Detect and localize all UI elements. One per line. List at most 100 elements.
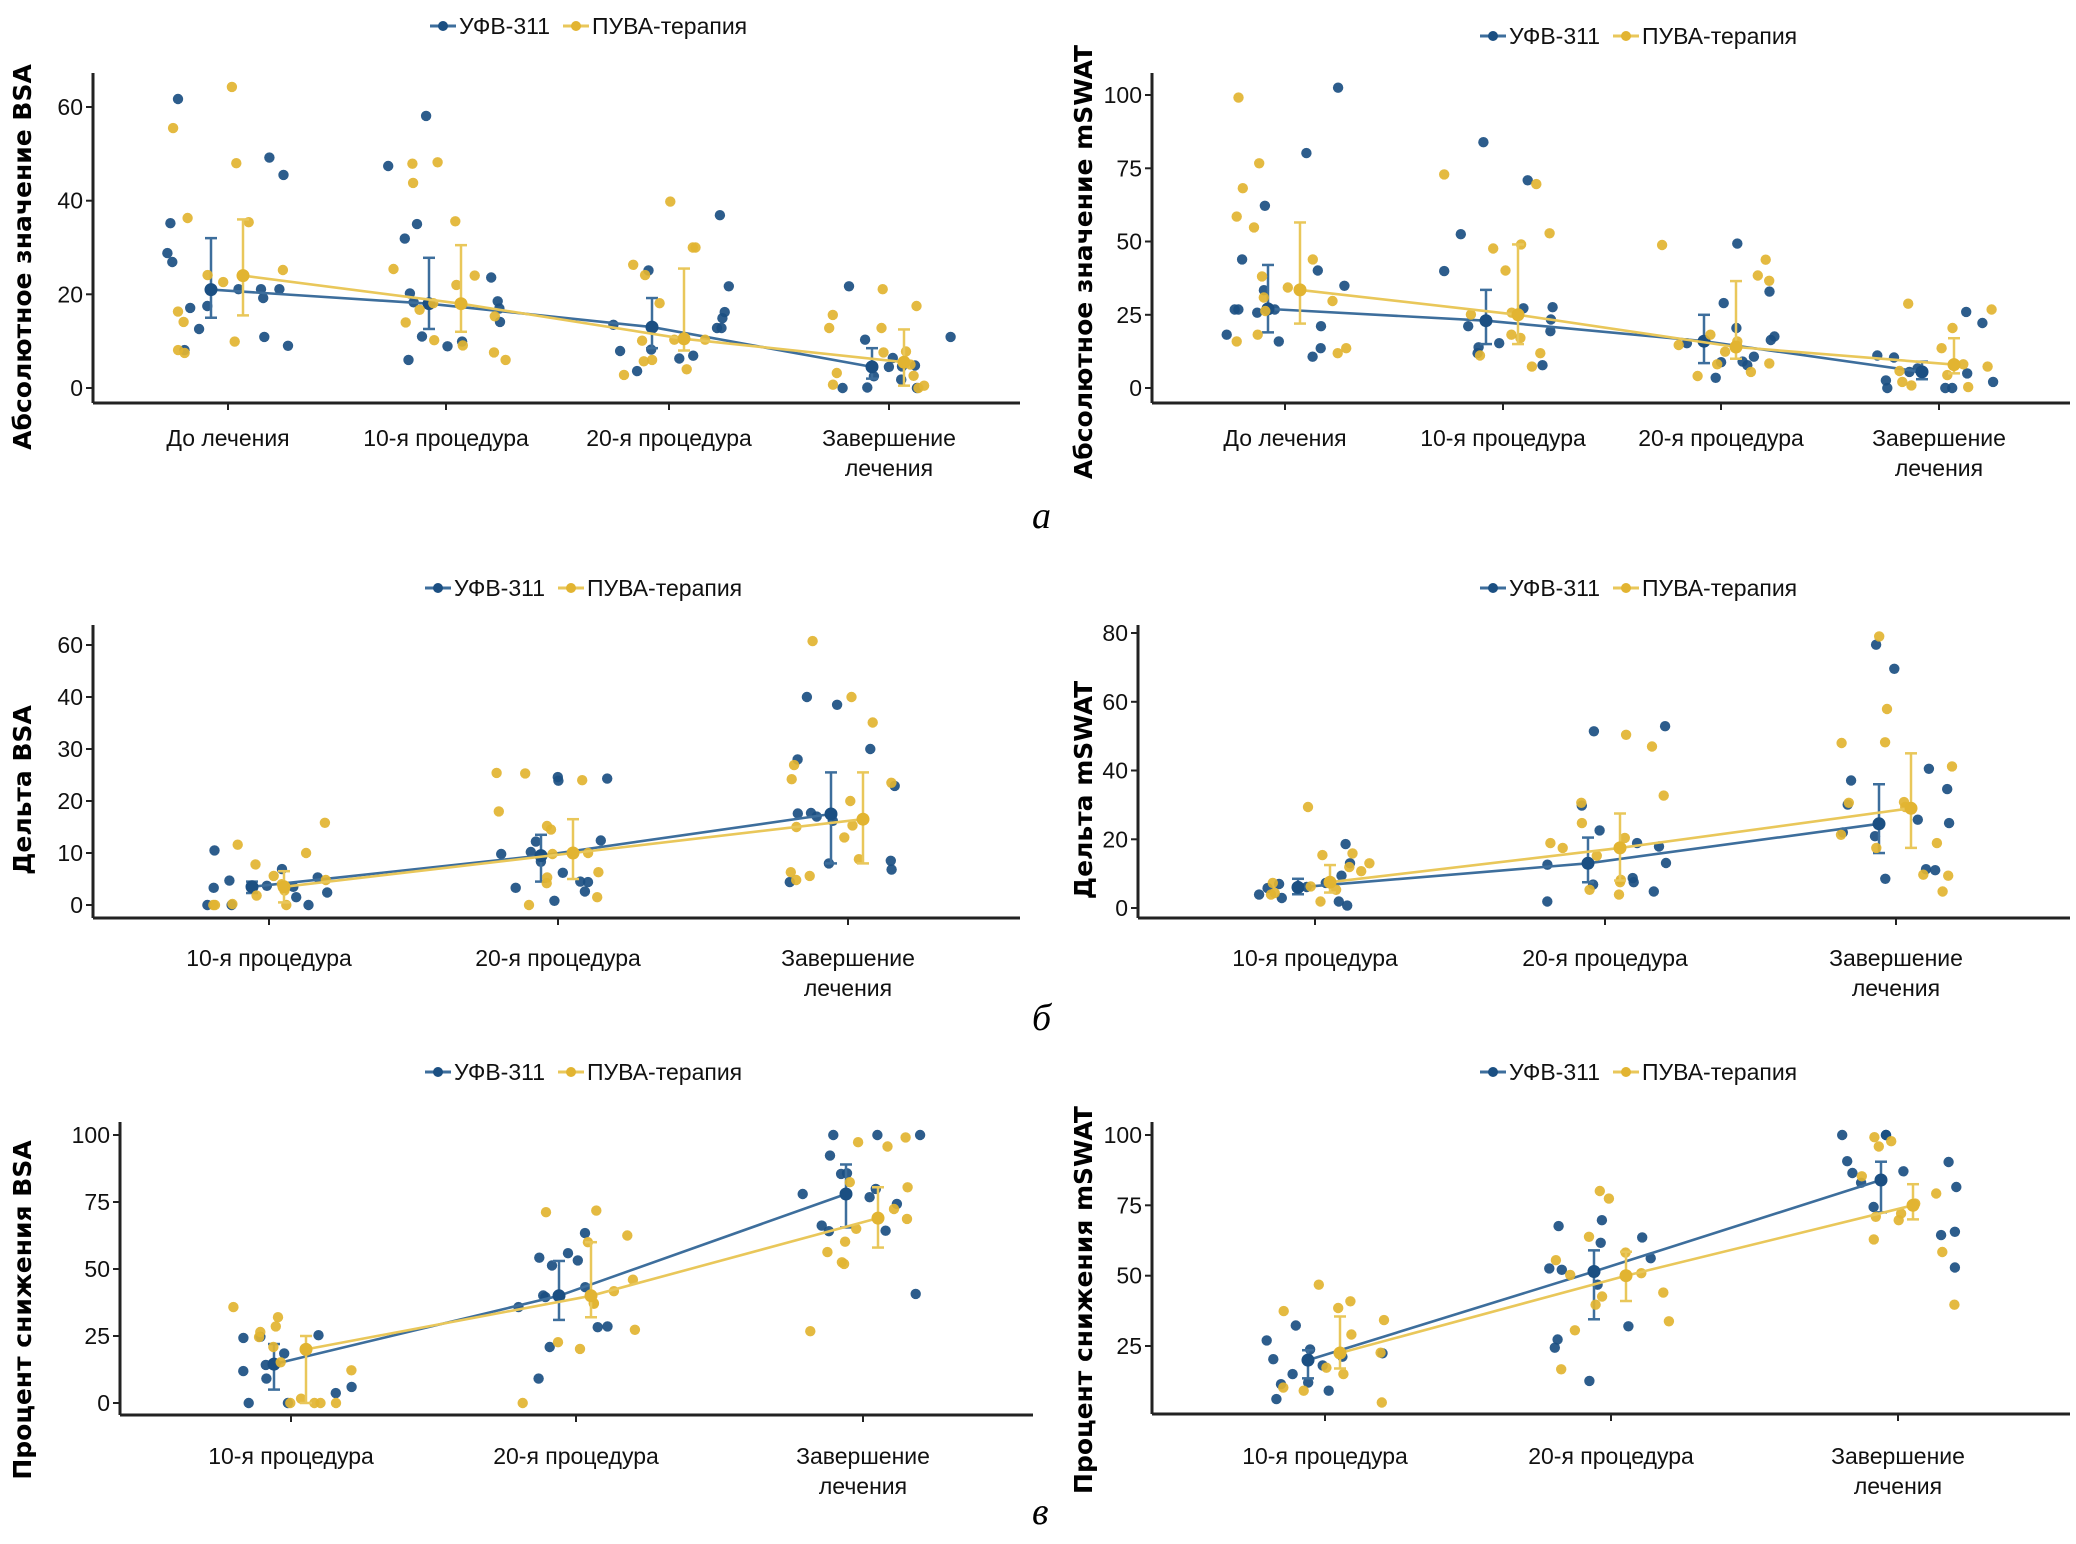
data-point xyxy=(582,847,594,859)
legend: УФВ-311 ПУВА-терапия xyxy=(425,1059,742,1085)
data-point xyxy=(414,304,425,315)
legend-item-0: УФВ-311 xyxy=(1480,575,1600,601)
data-point xyxy=(251,890,262,901)
data-point xyxy=(1526,361,1538,372)
legend-dot-icon xyxy=(1621,31,1631,41)
data-point xyxy=(687,242,698,253)
chart-mswat-absolute: УФВ-311 ПУВА-терапия Абсолютное значение m… xyxy=(1069,23,2070,481)
data-point xyxy=(238,1365,249,1377)
data-point xyxy=(1237,183,1249,194)
data-point xyxy=(827,309,838,321)
data-point xyxy=(1537,360,1548,371)
data-point xyxy=(1869,831,1881,842)
data-point xyxy=(1951,1181,1962,1193)
chart-bsa-delta: УФВ-311 ПУВА-терапия Дельта BSA 0 10 20 30 40 60… xyxy=(8,575,1020,1001)
data-point xyxy=(167,122,179,134)
data-point xyxy=(229,336,240,347)
data-point xyxy=(804,870,815,882)
mean-marker xyxy=(1323,875,1337,889)
y-tick-label: 10 xyxy=(57,840,83,866)
legend-item-0: УФВ-311 xyxy=(430,13,550,39)
data-point xyxy=(1843,797,1855,808)
mean-line xyxy=(242,274,905,364)
data-point xyxy=(805,1326,816,1337)
data-point xyxy=(593,867,604,878)
data-point xyxy=(1648,886,1660,897)
data-point xyxy=(852,1137,864,1148)
data-point xyxy=(1942,369,1953,381)
data-point xyxy=(1594,1185,1606,1197)
y-tick-label: 50 xyxy=(84,1256,110,1282)
data-point xyxy=(250,859,261,870)
mean-marker xyxy=(897,355,911,369)
y-tick-label: 40 xyxy=(1102,758,1128,784)
data-point xyxy=(824,322,835,334)
data-point xyxy=(1465,309,1477,320)
data-point xyxy=(851,1223,862,1235)
data-point xyxy=(880,1225,891,1236)
data-point xyxy=(883,361,895,373)
data-point xyxy=(1569,1325,1581,1336)
data-point xyxy=(1710,372,1721,383)
mean-line xyxy=(1299,288,1955,366)
x-tick-label: 10-я процедура xyxy=(1232,945,1398,971)
data-point xyxy=(1628,877,1639,888)
data-point xyxy=(557,867,568,878)
y-tick-label: 30 xyxy=(57,736,83,762)
data-point xyxy=(1936,343,1947,354)
data-point xyxy=(654,298,665,309)
data-point xyxy=(1494,338,1505,349)
data-point xyxy=(1376,1397,1388,1408)
data-point xyxy=(1315,343,1326,354)
data-point xyxy=(1488,243,1499,254)
data-point xyxy=(1545,837,1556,849)
data-point xyxy=(831,367,842,379)
data-point xyxy=(517,1397,528,1409)
legend-item-0: УФВ-311 xyxy=(425,575,545,601)
data-point xyxy=(1248,222,1260,233)
data-point xyxy=(162,247,173,259)
data-point xyxy=(1963,381,1974,393)
x-tick-label: До лечения xyxy=(166,425,289,451)
data-point xyxy=(665,196,676,207)
data-point xyxy=(1835,829,1847,840)
data-point xyxy=(1557,842,1568,854)
data-point xyxy=(618,369,630,381)
data-point xyxy=(1718,297,1729,309)
legend-dot-icon xyxy=(1621,583,1631,593)
data-point xyxy=(1553,1220,1564,1232)
data-point xyxy=(562,1248,574,1259)
data-point xyxy=(1842,1156,1853,1167)
data-point xyxy=(1918,869,1929,880)
data-point xyxy=(442,341,453,352)
data-point xyxy=(1898,1166,1909,1177)
series-uvb311 xyxy=(162,93,956,394)
data-point xyxy=(723,281,734,292)
mean-marker xyxy=(871,1211,885,1225)
mean-marker xyxy=(1587,1265,1601,1278)
data-point xyxy=(859,334,871,345)
chart-bsa-percent-reduction: УФВ-311 ПУВА-терапия Процент снижения BSA 0… xyxy=(8,1059,1033,1499)
data-point xyxy=(1868,1234,1880,1245)
data-point xyxy=(1305,881,1316,892)
data-point xyxy=(1982,361,1993,372)
data-point xyxy=(1315,896,1326,907)
mean-marker xyxy=(865,360,879,374)
mean-marker xyxy=(584,1289,598,1303)
data-point xyxy=(411,218,423,230)
legend-item-1: ПУВА-терапия xyxy=(1613,1059,1797,1085)
series-puva xyxy=(1231,92,1997,393)
data-point xyxy=(785,867,796,878)
data-point xyxy=(346,1381,357,1393)
data-point xyxy=(574,1343,586,1355)
mean-line xyxy=(1267,307,1923,374)
data-point xyxy=(1260,305,1271,317)
data-point xyxy=(500,354,511,366)
data-point xyxy=(1765,334,1777,346)
data-point xyxy=(416,331,428,342)
data-point xyxy=(914,1129,926,1141)
data-point xyxy=(1478,137,1489,148)
data-point xyxy=(1542,896,1553,907)
data-point xyxy=(1347,848,1358,859)
data-point xyxy=(261,1373,272,1384)
